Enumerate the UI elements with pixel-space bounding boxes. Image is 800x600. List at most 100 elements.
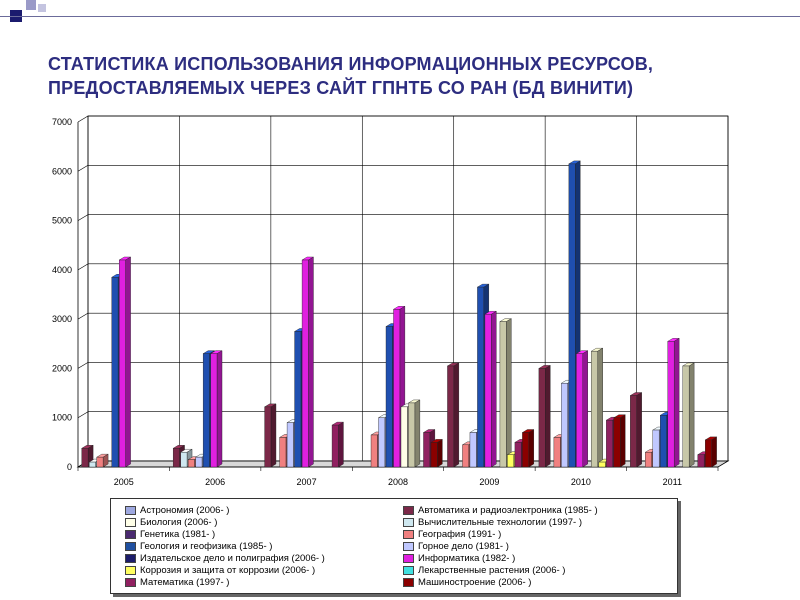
gridline-diag-4000 bbox=[77, 263, 89, 271]
y-tick-label: 3000 bbox=[52, 314, 72, 324]
x-tick-label: 2010 bbox=[571, 477, 591, 487]
y-tick-label: 6000 bbox=[52, 166, 72, 176]
bar bbox=[660, 415, 667, 468]
legend-label: Астрономия (2006- ) bbox=[140, 505, 230, 516]
legend-swatch bbox=[125, 542, 136, 551]
legend-swatch bbox=[403, 578, 414, 587]
legend-label: Математика (1997- ) bbox=[140, 577, 230, 588]
legend-label: Лекарственные растения (2006- ) bbox=[418, 565, 566, 576]
slide-title-line1: СТАТИСТИКА ИСПОЛЬЗОВАНИЯ ИНФОРМАЦИОННЫХ … bbox=[48, 54, 654, 74]
bar bbox=[423, 432, 431, 468]
bar bbox=[705, 439, 712, 468]
legend-item: Генетика (1981- ) bbox=[125, 529, 215, 540]
bar-side bbox=[338, 421, 344, 468]
bar bbox=[514, 442, 522, 468]
bar bbox=[538, 368, 546, 468]
gridline-diag-5000 bbox=[77, 214, 89, 221]
bar bbox=[630, 395, 637, 468]
legend-label: Информатика (1982- ) bbox=[418, 553, 516, 564]
x-tick-label: 2005 bbox=[114, 477, 134, 487]
legend-swatch bbox=[125, 506, 136, 515]
bar bbox=[682, 365, 690, 468]
bar bbox=[400, 406, 408, 468]
bar bbox=[462, 444, 470, 468]
legend-item: Горное дело (1981- ) bbox=[403, 541, 509, 552]
bar bbox=[576, 353, 583, 468]
bar bbox=[652, 429, 660, 468]
bar bbox=[370, 434, 378, 468]
bar-side bbox=[308, 256, 314, 468]
gridline-diag-3000 bbox=[77, 312, 89, 320]
gridline-diag-6000 bbox=[77, 165, 89, 172]
bar bbox=[553, 437, 561, 468]
bar bbox=[477, 286, 485, 468]
bar bbox=[294, 331, 302, 468]
legend-swatch bbox=[125, 530, 136, 539]
bar bbox=[111, 277, 119, 468]
bar bbox=[96, 456, 104, 468]
legend-label: Автоматика и радиоэлектроника (1985- ) bbox=[418, 505, 598, 516]
bar bbox=[89, 461, 96, 468]
legend-swatch bbox=[125, 566, 136, 575]
x-tick-label: 2007 bbox=[297, 477, 317, 487]
bar-side bbox=[506, 318, 512, 468]
legend-item: Биология (2006- ) bbox=[125, 517, 217, 528]
legend-swatch bbox=[403, 542, 414, 551]
legend-label: Издательское дело и полиграфия (2006- ) bbox=[140, 553, 325, 564]
bar-side bbox=[597, 347, 603, 468]
bar bbox=[408, 402, 416, 468]
corner-square-light-2 bbox=[38, 4, 46, 12]
legend-label: Геология и геофизика (1985- ) bbox=[140, 541, 273, 552]
legend-item: Издательское дело и полиграфия (2006- ) bbox=[125, 553, 325, 564]
legend-item: География (1991- ) bbox=[403, 529, 501, 540]
legend-label: География (1991- ) bbox=[418, 529, 502, 540]
bar bbox=[119, 259, 126, 468]
bar bbox=[469, 432, 477, 468]
legend-label: Вычислительные технологии (1997- ) bbox=[418, 517, 583, 528]
bar-side bbox=[453, 362, 460, 468]
bar bbox=[645, 452, 652, 468]
x-tick-label: 2009 bbox=[479, 477, 499, 487]
bar-side bbox=[673, 337, 680, 468]
bar bbox=[286, 422, 294, 468]
bar bbox=[561, 383, 568, 468]
bar-side bbox=[528, 429, 534, 468]
bar bbox=[507, 454, 514, 468]
legend-swatch bbox=[403, 530, 414, 539]
x-tick-label: 2006 bbox=[205, 477, 225, 487]
bar bbox=[331, 424, 339, 468]
x-tick-label: 2008 bbox=[388, 477, 408, 487]
bar-side bbox=[636, 392, 642, 468]
bar bbox=[202, 353, 210, 468]
corner-square-light bbox=[26, 0, 36, 10]
bar bbox=[613, 417, 621, 468]
bar bbox=[210, 353, 218, 468]
bar bbox=[195, 456, 203, 468]
chart-back-wall bbox=[87, 115, 729, 462]
bar bbox=[187, 459, 195, 468]
bar bbox=[591, 350, 598, 468]
bar bbox=[279, 437, 287, 468]
bar-side bbox=[582, 350, 588, 468]
chart-legend: Астрономия (2006- ) Автоматика и радиоэле… bbox=[110, 498, 678, 594]
bar-side bbox=[414, 399, 421, 468]
bar bbox=[180, 452, 188, 468]
top-divider bbox=[0, 16, 800, 17]
y-tick-label: 0 bbox=[67, 462, 72, 472]
legend-label: Горное дело (1981- ) bbox=[418, 541, 509, 552]
legend-item: Геология и геофизика (1985- ) bbox=[125, 541, 272, 552]
legend-label: Генетика (1981- ) bbox=[140, 529, 216, 540]
legend-swatch bbox=[125, 554, 136, 563]
bar-side bbox=[620, 414, 626, 468]
legend-swatch bbox=[403, 566, 414, 575]
legend-swatch bbox=[403, 554, 414, 563]
bar-side bbox=[545, 365, 551, 468]
bar bbox=[301, 259, 309, 468]
bar bbox=[697, 454, 705, 468]
bar bbox=[378, 417, 386, 468]
slide-title-line2: ПРЕДОСТАВЛЯЕМЫХ ЧЕРЕЗ САЙТ ГПНТБ СО РАН … bbox=[48, 78, 634, 98]
bar bbox=[499, 321, 507, 468]
y-tick-label: 7000 bbox=[52, 117, 72, 127]
legend-label: Коррозия и защита от коррозии (2006- ) bbox=[140, 565, 316, 576]
gridline-diag-2000 bbox=[77, 362, 89, 369]
